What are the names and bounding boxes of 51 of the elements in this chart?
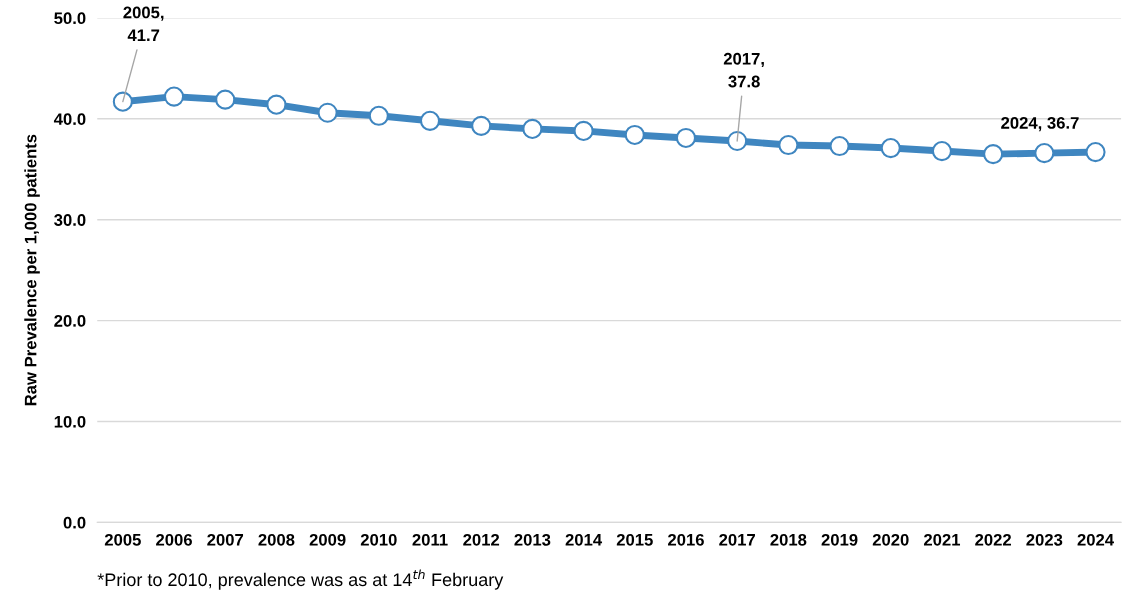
annotation: 2017, 37.8 [723,52,764,88]
y-tick-label: 20.0 [54,314,86,327]
y-tick-label: 0.0 [63,516,86,529]
text: *Prior to 2010, prevalence was as at 14$^{th}$ February [97,569,504,590]
x-tick-label: 2021 [923,533,961,546]
x-tick-label: 2009 [309,533,346,546]
x-tick-label: 2023 [1026,533,1063,546]
x-tick-label: 2022 [975,533,1012,546]
point [163,86,185,107]
point [215,89,236,110]
point [112,91,133,112]
point [573,120,594,141]
x-tick-label: 2010 [360,533,397,546]
point [1085,142,1106,163]
annotation: 2024, 36.7 [1001,116,1079,132]
point [1034,143,1055,164]
point [266,94,287,115]
point [880,137,901,159]
x-tick-label: 2020 [872,533,909,546]
point [931,141,953,162]
x-tick-label: 2006 [156,533,192,546]
point [624,124,645,146]
point [675,127,697,149]
x-tick-label: 2024 [1077,533,1114,546]
point [829,135,850,157]
y-tick-label: 40.0 [53,113,86,126]
point [317,102,338,123]
x-tick-label: 2013 [514,533,551,546]
y-tick-label: 50.0 [54,12,86,25]
y-tick-label: 30.0 [54,214,86,226]
x-tick-label: 2007 [207,533,244,546]
x-tick-label: 2018 [770,533,807,546]
point [419,110,441,131]
point [727,130,748,152]
point [522,118,543,139]
y-axis-title: Raw Prevalence per 1,000 patients [24,134,40,406]
x-tick-label: 2012 [463,533,500,546]
x-tick-label: 2016 [668,533,704,546]
point [778,134,799,156]
point [983,144,1004,165]
x-tick-label: 2014 [565,533,603,546]
x-tick-label: 2019 [821,533,858,546]
x-tick-label: 2017 [719,533,755,546]
annotation: 2005, 41.7 [123,6,164,41]
x-tick-label: 2015 [616,533,653,546]
x-tick-label: 2008 [258,533,295,546]
x-tick-label: 2011 [412,533,448,546]
point [471,115,492,136]
x-tick-label: 2005 [104,533,141,546]
y-tick-label: 10.0 [54,415,86,428]
point [368,105,389,126]
